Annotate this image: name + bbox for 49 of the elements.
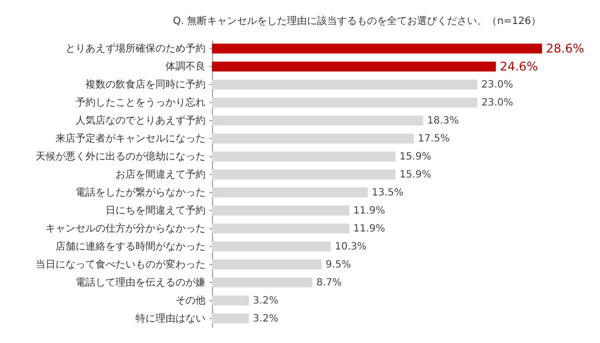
- data-label: 11.9%: [353, 223, 386, 234]
- bar: [212, 134, 414, 144]
- y-tick-label: 日にちを間違えて予約: [106, 204, 206, 216]
- bar: [212, 242, 331, 252]
- bar: [212, 188, 368, 198]
- y-tick-label: その他: [176, 294, 206, 306]
- y-tick-label: 予約したことをうっかり忘れ: [76, 96, 206, 109]
- data-label: 15.9%: [399, 152, 432, 163]
- bar: [212, 62, 496, 72]
- data-label: 11.9%: [353, 205, 386, 216]
- bar: [212, 296, 249, 306]
- y-tick-label: 店舗に連絡をする時間がなかった: [56, 240, 206, 252]
- data-label: 23.0%: [481, 98, 514, 109]
- data-label: 10.3%: [334, 241, 367, 252]
- y-tick-label: 複数の飲食店を同時に予約: [86, 78, 206, 91]
- data-label: 23.0%: [481, 80, 514, 91]
- y-tick-label: 当日になって食べたいものが変わった: [36, 258, 206, 270]
- y-tick-label: 来店予定者がキャンセルになった: [56, 132, 206, 145]
- y-tick-label: 体調不良: [166, 60, 206, 73]
- data-label: 9.5%: [326, 259, 352, 270]
- bar: [212, 314, 249, 324]
- y-tick-label: 人気店なのでとりあえず予約: [76, 114, 206, 127]
- data-label: 24.6%: [500, 60, 538, 74]
- y-tick-label: 特に理由はない: [136, 312, 206, 324]
- y-tick-label: お店を間違えて予約: [116, 168, 206, 181]
- data-label: 28.6%: [546, 42, 584, 56]
- data-label: 13.5%: [372, 187, 404, 198]
- data-label: 8.7%: [316, 277, 342, 288]
- bar: [212, 170, 396, 180]
- data-label: 17.5%: [418, 134, 450, 145]
- y-tick-label: 電話をしたが繋がらなかった: [76, 186, 206, 198]
- bar: [212, 260, 322, 270]
- bar: [212, 80, 478, 90]
- bar: [212, 152, 396, 162]
- bar: [212, 98, 478, 108]
- data-label: 3.2%: [252, 313, 278, 324]
- bar: [212, 206, 350, 216]
- chart-title: Q. 無断キャンセルをした理由に該当するものを全てお選びください。（n=126）: [172, 15, 542, 27]
- y-tick-label: 天候が悪く外に出るのが億劫になった: [36, 150, 206, 163]
- y-tick-label: とりあえず場所確保のため予約: [66, 42, 206, 55]
- bar: [212, 44, 542, 54]
- data-label: 3.2%: [252, 295, 278, 306]
- y-tick-label: 電話して理由を伝えるのが嫌: [76, 276, 206, 288]
- bar: [212, 116, 424, 126]
- bar: [212, 278, 312, 288]
- data-label: 18.3%: [427, 116, 459, 127]
- y-tick-label: キャンセルの仕方が分からなかった: [46, 222, 206, 234]
- data-label: 15.9%: [399, 170, 432, 181]
- bar: [212, 224, 350, 234]
